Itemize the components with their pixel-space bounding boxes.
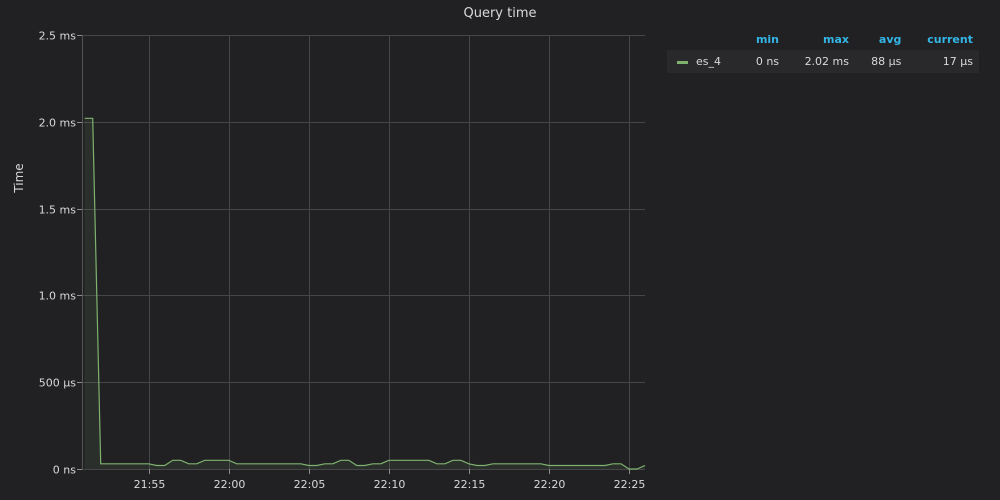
series-fill-es_4 [84,118,645,470]
x-tick-label: 21:55 [134,478,166,491]
legend-header-avg[interactable]: avg [878,33,902,46]
y-tick-label: 500 µs [39,377,76,390]
legend-current-value: 17 µs [907,50,979,73]
series-area [84,117,646,470]
legend-header-current[interactable]: current [927,33,973,46]
legend-header-min[interactable]: min [755,33,780,46]
y-tick-label: 0 ns [53,464,76,477]
legend-series[interactable]: es_4 [667,50,742,73]
legend-min-value: 0 ns [741,50,786,73]
x-tick-label: 22:20 [534,478,566,491]
y-tick-label: 1.5 ms [39,204,77,217]
x-tick-label: 22:10 [374,478,406,491]
x-tick-label: 22:25 [614,478,646,491]
y-tick-label: 2.5 ms [39,30,77,43]
legend-avg-value: 88 µs [855,50,908,73]
y-tick-label: 2.0 ms [39,117,77,130]
legend: min max avg current es_4 0 ns 2.02 ms 88… [667,30,979,73]
legend-header-max[interactable]: max [823,33,849,46]
legend-row[interactable]: es_4 0 ns 2.02 ms 88 µs 17 µs [667,50,979,73]
x-tick-label: 22:00 [214,478,246,491]
x-tick-label: 22:05 [294,478,326,491]
panel-title: Query time [463,6,537,21]
series-line-es_4 [84,117,646,470]
query-time-chart: 0 ns 500 µs 1.0 ms 1.5 ms 2.0 ms 2.5 ms 21:55… [39,30,646,492]
y-tick-label: 1.0 ms [39,290,77,303]
series-color-swatch [677,60,688,64]
grid-lines [77,35,645,474]
legend-series-name[interactable]: es_4 [696,55,721,68]
x-axis-ticks: 21:55 22:00 22:05 22:10 22:15 22:20 22:25 [134,478,646,491]
legend-max-value: 2.02 ms [785,50,855,73]
x-tick-label: 22:15 [454,478,486,491]
legend-header-series [667,30,741,50]
y-axis-ticks: 0 ns 500 µs 1.0 ms 1.5 ms 2.0 ms 2.5 ms [39,30,77,477]
